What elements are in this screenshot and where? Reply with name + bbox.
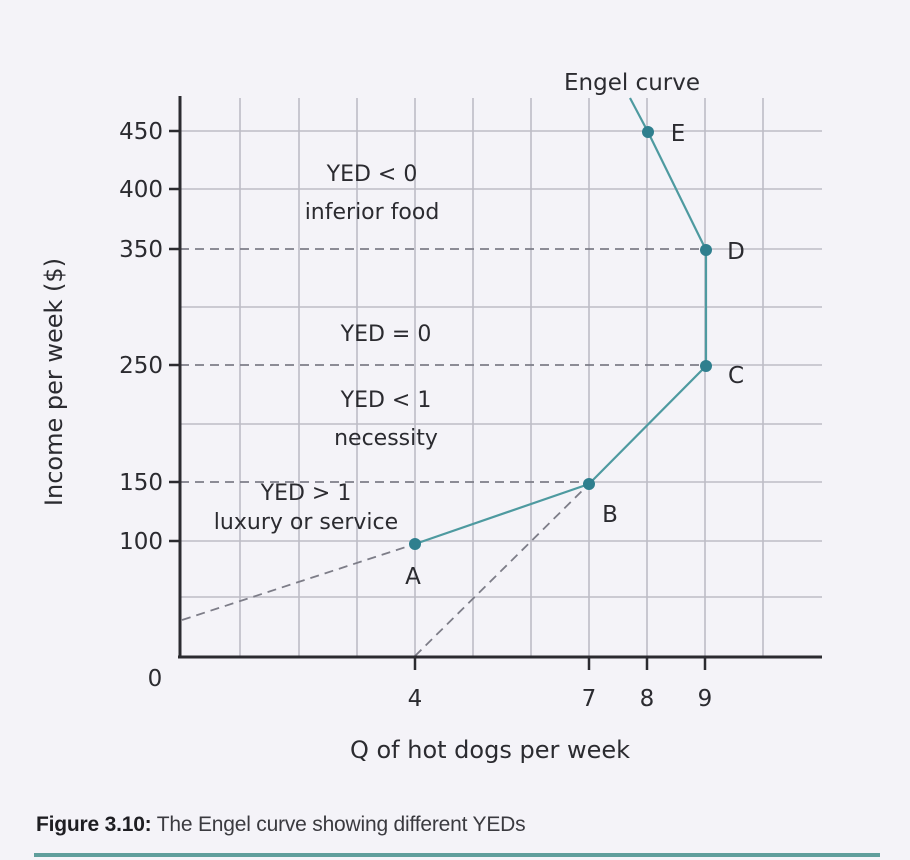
engel-curve-line <box>414 97 708 546</box>
x-tick-4: 4 <box>408 686 423 712</box>
point-a-marker <box>409 538 421 550</box>
x-tick-9: 9 <box>698 686 713 712</box>
dashed-ray-b <box>414 483 590 657</box>
x-tick-8: 8 <box>640 686 655 712</box>
figure-caption-text: The Engel curve showing different YEDs <box>151 813 526 836</box>
origin-label: 0 <box>148 666 163 692</box>
y-tick-labels: 450 400 350 250 150 100 <box>119 119 163 555</box>
point-e-marker <box>642 126 654 138</box>
region-yed-gt-1: YED > 1 <box>260 481 352 506</box>
figure-caption: Figure 3.10: The Engel curve showing dif… <box>36 813 526 837</box>
y-tick-350: 350 <box>119 237 163 263</box>
dashed-extension-a <box>181 543 416 621</box>
y-tick-100: 100 <box>119 529 163 555</box>
engel-curve-label: Engel curve <box>564 70 700 96</box>
figure-number: Figure 3.10: <box>36 813 152 836</box>
y-axis-title: Income per week ($) <box>40 258 68 506</box>
region-inferior-food: inferior food <box>305 200 440 225</box>
x-tick-labels: 0 4 7 8 9 <box>148 666 713 712</box>
point-labels: A B C D E <box>405 121 745 590</box>
dashed-reference-lines <box>180 248 705 657</box>
y-tick-150: 150 <box>119 470 163 496</box>
region-luxury-or-service: luxury or service <box>214 510 398 535</box>
region-yed-lt-1: YED < 1 <box>340 388 432 413</box>
y-tick-450: 450 <box>119 119 163 145</box>
x-ticks <box>413 657 707 670</box>
point-e-label: E <box>671 121 686 147</box>
caption-divider <box>34 853 880 857</box>
y-tick-400: 400 <box>119 177 163 203</box>
grid-vertical <box>239 98 764 656</box>
point-a-label: A <box>405 564 421 590</box>
point-c-marker <box>700 360 712 372</box>
point-d-marker <box>700 244 712 256</box>
curve-points <box>409 126 712 550</box>
y-ticks <box>169 129 180 543</box>
region-yed-lt-0: YED < 0 <box>326 162 418 187</box>
region-yed-eq-0: YED = 0 <box>340 322 432 347</box>
x-axis-title: Q of hot dogs per week <box>350 736 630 764</box>
point-b-label: B <box>602 502 618 528</box>
grid-horizontal <box>180 130 822 598</box>
point-b-marker <box>583 478 595 490</box>
x-tick-7: 7 <box>582 686 597 712</box>
y-tick-250: 250 <box>119 353 163 379</box>
region-labels: YED < 0 inferior food YED = 0 YED < 1 ne… <box>214 162 440 535</box>
region-necessity: necessity <box>334 426 438 451</box>
point-c-label: C <box>728 363 744 389</box>
axes <box>178 96 822 659</box>
point-d-label: D <box>727 239 745 265</box>
